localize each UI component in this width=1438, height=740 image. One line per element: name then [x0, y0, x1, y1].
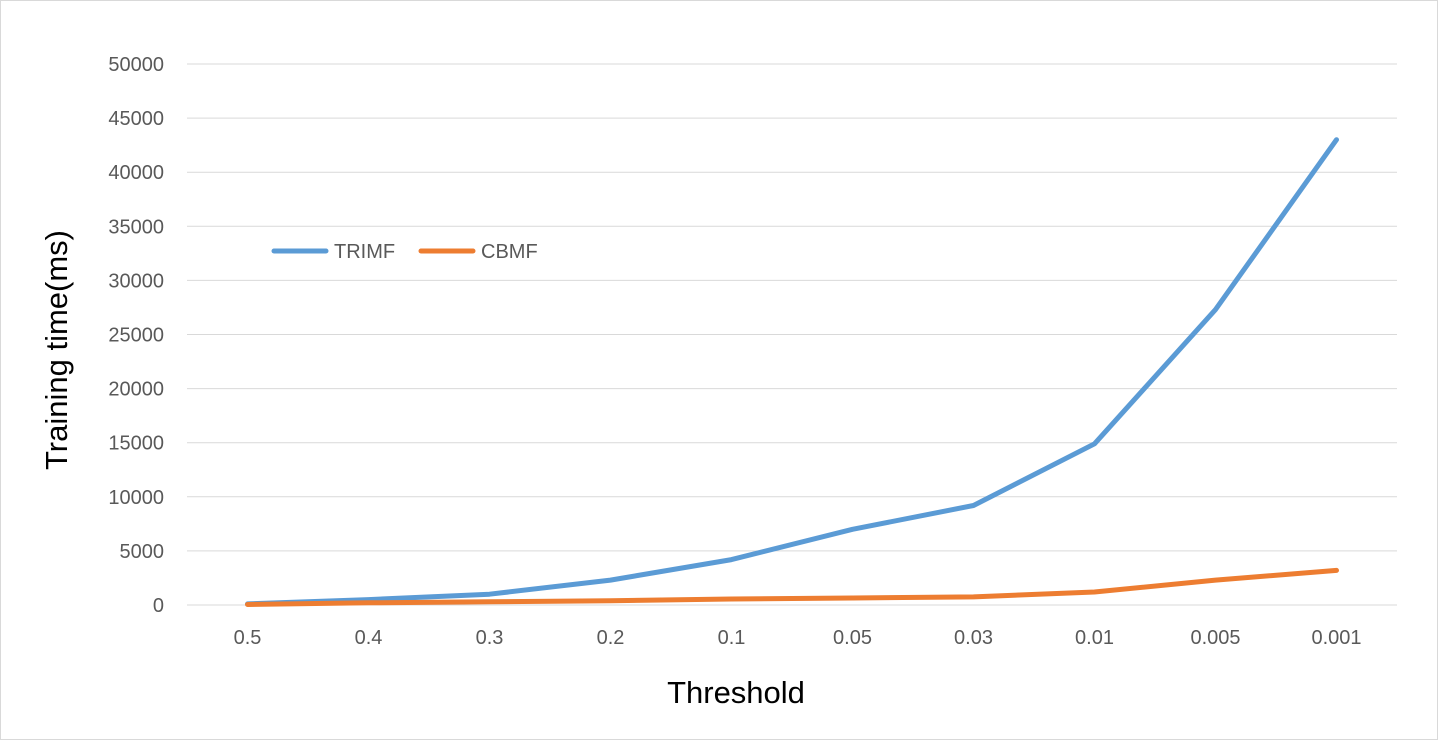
- x-tick-label: 0.001: [1311, 627, 1361, 649]
- y-axis-title: Training time(ms): [39, 230, 74, 470]
- legend-label-trimf: TRIMF: [334, 241, 395, 263]
- y-tick-label: 5000: [120, 541, 165, 563]
- x-tick-label: 0.2: [597, 627, 625, 649]
- y-tick-label: 30000: [108, 270, 164, 292]
- y-tick-label: 50000: [108, 54, 164, 76]
- y-tick-label: 45000: [108, 108, 164, 130]
- y-tick-label: 15000: [108, 433, 164, 455]
- series-lines: [245, 137, 1339, 607]
- x-tick-label: 0.05: [833, 627, 872, 649]
- legend-label-cbmf: CBMF: [481, 241, 538, 263]
- x-tick-label: 0.3: [476, 627, 504, 649]
- x-axis-title: Threshold: [667, 675, 805, 710]
- y-tick-labels: 0 5000 10000 15000 20000 25000 30000 35000 40000…: [108, 54, 164, 617]
- x-tick-label: 0.005: [1190, 627, 1240, 649]
- y-tick-label: 0: [153, 595, 164, 617]
- series-line-cbmf: [245, 567, 1339, 607]
- y-tick-label: 10000: [108, 487, 164, 509]
- x-tick-label: 0.03: [954, 627, 993, 649]
- y-tick-label: 40000: [108, 162, 164, 184]
- x-tick-label: 0.5: [234, 627, 262, 649]
- legend: TRIMF CBMF: [271, 241, 538, 263]
- x-tick-label: 0.1: [718, 627, 746, 649]
- series-line-trimf: [245, 137, 1339, 607]
- gridlines: [187, 63, 1397, 606]
- x-tick-labels: 0.5 0.4 0.3 0.2 0.1 0.05 0.03 0.01 0.005 0.001: [234, 627, 1362, 649]
- x-tick-label: 0.01: [1075, 627, 1114, 649]
- y-tick-label: 25000: [108, 325, 164, 347]
- y-tick-label: 20000: [108, 379, 164, 401]
- x-tick-label: 0.4: [355, 627, 383, 649]
- y-tick-label: 35000: [108, 216, 164, 238]
